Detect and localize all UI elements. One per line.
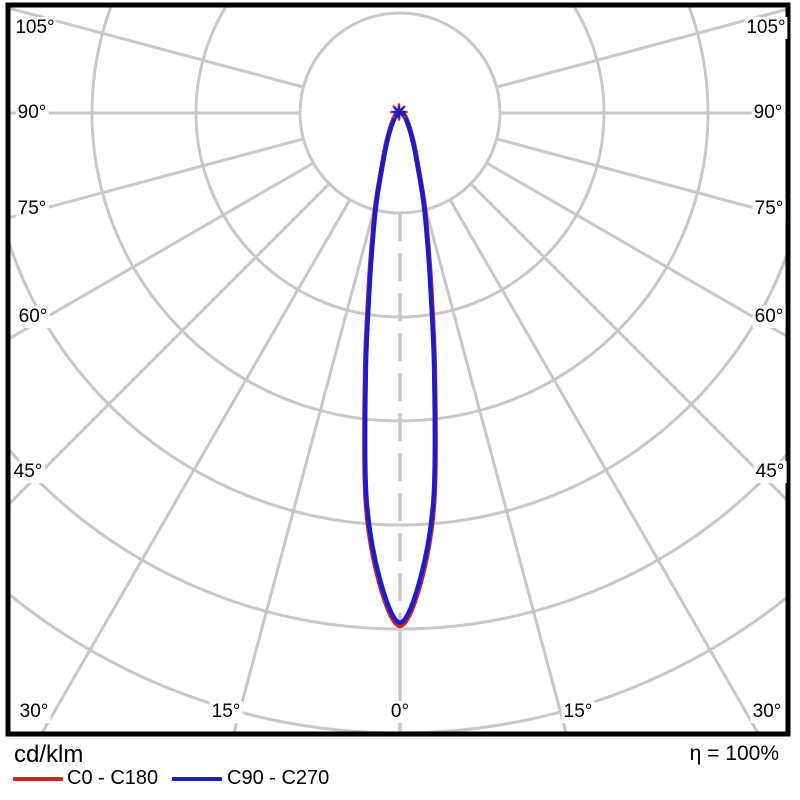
- angle-label: 75°: [15, 198, 49, 220]
- c0-c180-legend-line: [13, 777, 63, 781]
- grid-spoke: [10, 161, 315, 340]
- grid-spoke: [424, 209, 568, 732]
- marker-ray: [394, 107, 404, 117]
- angle-label: 90°: [751, 102, 785, 124]
- efficiency-label: η = 100%: [689, 742, 779, 765]
- grid-ring: [10, 242, 786, 527]
- angle-label: 105°: [13, 17, 57, 39]
- angle-label: 45°: [753, 461, 787, 483]
- grid-spoke: [496, 8, 786, 89]
- grid-spoke: [10, 137, 304, 219]
- angle-label: 90°: [15, 102, 49, 124]
- c90-c270-legend-label: C90 - C270: [227, 767, 330, 789]
- grid-spoke: [496, 137, 786, 218]
- grid-spoke: [41, 198, 352, 732]
- center-marker-star: [390, 103, 408, 121]
- intensity-curves: [362, 110, 438, 629]
- grid-spoke: [485, 161, 786, 338]
- angle-label: 60°: [752, 306, 786, 328]
- c90-c270-curve: [362, 110, 438, 625]
- angle-label: 75°: [752, 198, 786, 220]
- angle-label: 105°: [744, 17, 788, 39]
- c90-c270-legend-line: [172, 777, 222, 781]
- angle-label: 60°: [16, 306, 50, 328]
- angle-label: 15°: [209, 701, 243, 723]
- grid-spoke: [448, 198, 759, 732]
- grid-spoke: [469, 182, 786, 501]
- plot-frame: [5, 2, 791, 737]
- angle-label: 15°: [561, 701, 595, 723]
- grid-spoke: [10, 182, 331, 505]
- c0-c180-legend-label: C0 - C180: [67, 767, 159, 789]
- angle-label: 0°: [388, 701, 412, 723]
- angle-label: 30°: [17, 701, 51, 723]
- grid-spoke: [10, 7, 304, 89]
- legend-units-label: cd/klm: [14, 741, 84, 768]
- polar-plot: [5, 2, 791, 737]
- polar-grid: [10, 7, 786, 732]
- angle-label: 30°: [750, 701, 784, 723]
- grid-spoke: [232, 209, 376, 732]
- angle-label: 45°: [11, 461, 45, 483]
